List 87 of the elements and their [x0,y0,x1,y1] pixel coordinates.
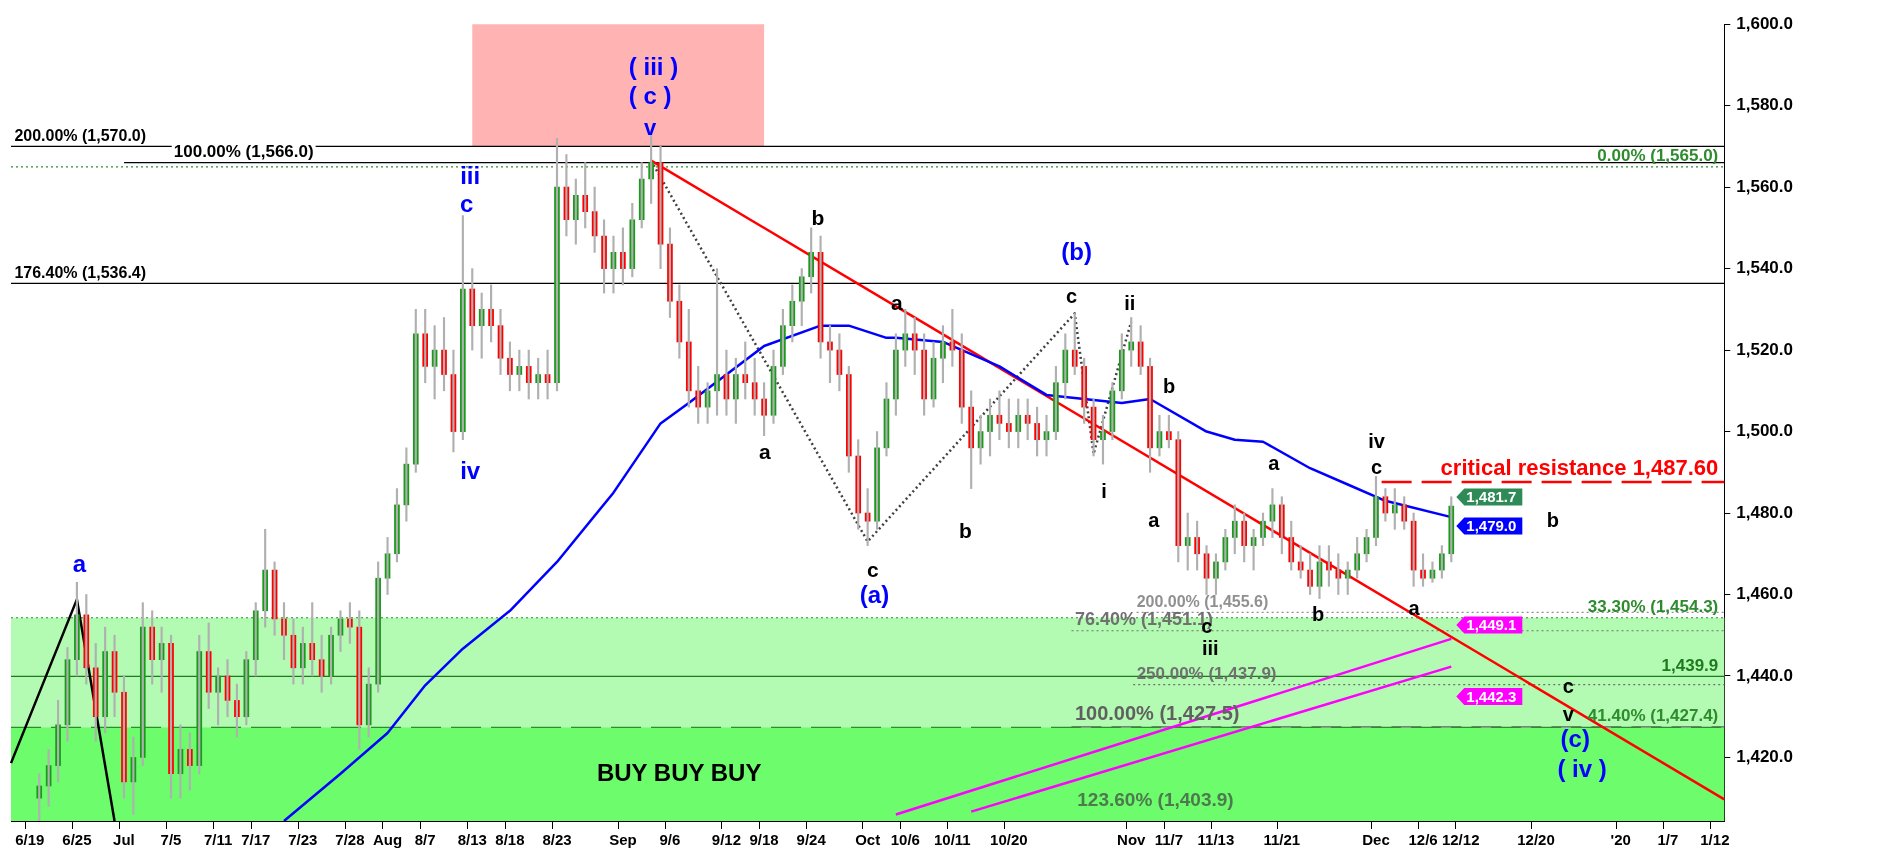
ref-line-label: 0.00% (1,565.0) [1597,145,1719,165]
x-tick-label: Nov [1117,831,1147,849]
x-tick-label: 1/12 [1700,831,1730,849]
x-tick-label: Dec [1362,831,1390,849]
annotation: c [1065,285,1078,308]
x-tick-label: 6/19 [15,831,45,849]
annotation: c [1562,675,1574,698]
x-tick-label: 7/11 [203,831,233,849]
data-label: 1,479.0 [1466,517,1517,535]
x-tick-label: 7/23 [288,831,318,849]
x-tick-label: 1/7 [1657,831,1679,849]
annotation: a [759,440,771,464]
y-tick-label: 1,580.0 [1736,95,1794,115]
x-tick-label: 10/11 [934,831,971,849]
ref-line-label: 200.00% (1,570.0) [14,126,147,144]
x-tick-label: Sep [609,831,637,849]
x-tick-label: Aug [372,831,403,849]
x-tick-label: 9/24 [796,831,827,849]
x-tick-label: 6/25 [62,831,92,849]
annotation: iii [460,161,481,189]
annotation: c [1370,456,1383,479]
y-tick-label: 1,440.0 [1736,665,1794,685]
x-tick-label: Oct [855,831,881,849]
annotation: i [1101,480,1107,503]
annotation: (c) [1560,725,1590,753]
x-tick-label: 11/21 [1263,831,1301,849]
data-label: 1,449.1 [1466,616,1517,634]
annotation: b [1546,508,1560,531]
x-tick-label: 12/6 [1408,831,1438,849]
annotation: b [811,206,825,230]
y-tick-label: 1,540.0 [1736,258,1794,278]
text: 1,481.7 [1466,488,1517,506]
annotation: a [72,549,87,577]
annotation: iv [460,456,481,484]
annotation: c [866,558,879,582]
annotation: a [1268,451,1281,474]
annotation: iv [1368,430,1386,453]
annotation: iii [1201,637,1219,660]
x-tick-label: Jul [113,831,135,849]
data-label: 1,442.3 [1466,687,1517,705]
y-tick-label: 1,600.0 [1736,13,1794,33]
annotation: ( iii ) [628,53,679,81]
x-tick-label: 8/18 [495,831,525,849]
y-tick-label: 1,560.0 [1736,176,1794,196]
annotation: c [460,190,474,218]
y-tick-label: 1,480.0 [1736,502,1794,522]
ref-line-label: 33.30% (1,454.3) [1587,596,1719,616]
ref-line-label: 41.40% (1,427.4) [1587,706,1719,726]
annotation: v [643,114,657,140]
y-tick-label: 1,420.0 [1736,747,1794,767]
x-tick-label: 8/13 [457,831,487,849]
x-tick-label: 11/13 [1197,831,1235,849]
x-tick-label: 8/7 [414,831,436,849]
x-tick-label: 9/12 [711,831,742,849]
x-tick-label: 11/7 [1154,831,1184,849]
ref-line-label: 1,439.9 [1661,655,1719,675]
annotation: ( iv ) [1557,755,1607,783]
ref-line-label: 200.00% (1,455.6) [1136,592,1269,610]
y-tick-label: 1,500.0 [1736,421,1794,441]
annotation: (b) [1061,237,1092,265]
annotation: a [1148,508,1161,531]
y-tick-label: 1,460.0 [1736,584,1794,604]
x-tick-label: 10/6 [890,831,920,849]
x-tick-label: 9/18 [749,831,779,849]
y-tick-label: 1,520.0 [1736,339,1794,359]
annotation: (a) [859,580,890,608]
annotation: b [958,518,972,542]
annotation: ( c ) [628,82,672,110]
x-tick-label: 7/5 [160,831,182,849]
x-tick-label: 12/12 [1441,831,1480,849]
x-tick-label: 7/28 [335,831,365,849]
annotation: v [1562,702,1575,725]
x-tick-label: 12/20 [1517,831,1555,849]
annotation: a [1408,597,1421,620]
ref-line-label: 176.40% (1,536.4) [14,263,147,281]
x-tick-label: 9/6 [659,831,681,849]
ref-line-label: 100.00% (1,566.0) [173,141,314,161]
annotation: b [1312,602,1325,625]
annotation: 123.60% (1,403.9) [1077,788,1234,810]
x-tick-label: 7/17 [241,831,271,849]
x-tick-label: 8/23 [542,831,572,849]
band-label: BUY BUY BUY [596,758,762,786]
x-tick-label: 10/20 [990,831,1028,849]
annotation: b [1163,375,1176,398]
ref-line-label: critical resistance 1,487.60 [1440,455,1719,481]
annotation: ii [1124,292,1136,315]
x-tick-label: '20 [1610,831,1631,849]
